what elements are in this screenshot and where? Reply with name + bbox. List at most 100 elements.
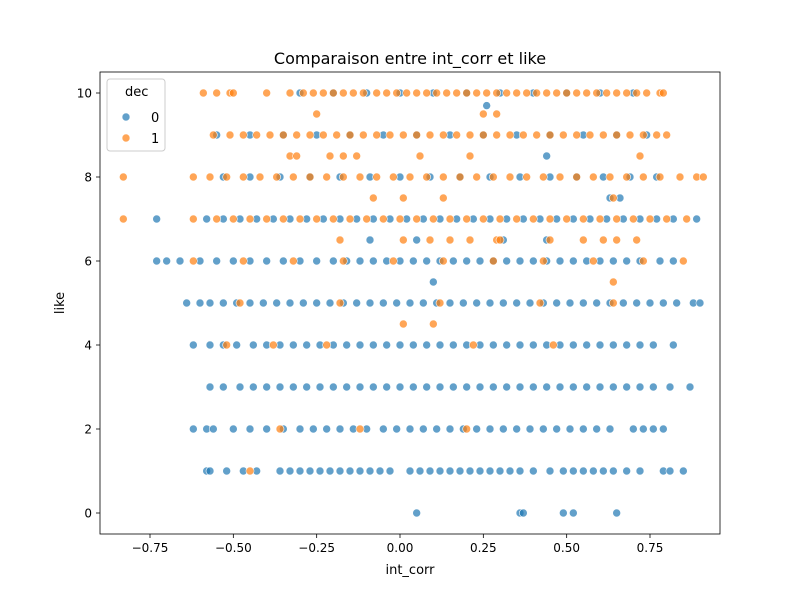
point-series-0 [565, 298, 575, 308]
point-series-1 [429, 214, 438, 224]
point-series-1 [602, 88, 611, 98]
point-series-0 [669, 256, 678, 266]
point-series-1 [425, 235, 435, 245]
point-series-0 [289, 382, 298, 392]
point-series-1 [599, 130, 608, 140]
point-series-1 [495, 214, 505, 224]
point-series-1 [462, 214, 471, 224]
point-series-1 [589, 256, 598, 266]
point-series-0 [519, 508, 528, 518]
point-series-0 [569, 382, 578, 392]
point-series-0 [565, 424, 575, 434]
point-series-0 [205, 466, 215, 476]
point-series-0 [325, 466, 335, 476]
point-series-1 [572, 130, 581, 140]
point-series-1 [399, 193, 408, 203]
point-series-0 [665, 466, 675, 476]
point-series-0 [259, 298, 268, 308]
point-series-1 [542, 88, 551, 98]
point-series-1 [562, 88, 571, 98]
point-series-0 [485, 424, 495, 434]
point-series-0 [629, 424, 638, 434]
point-series-0 [445, 424, 455, 434]
point-series-1 [212, 214, 221, 224]
point-series-0 [685, 382, 695, 392]
point-series-1 [559, 130, 568, 140]
point-series-0 [232, 340, 241, 350]
point-series-0 [365, 466, 375, 476]
legend-label-1: 1 [151, 132, 159, 147]
point-series-0 [275, 466, 285, 476]
point-series-0 [515, 466, 525, 476]
point-series-1 [292, 151, 301, 161]
point-series-1 [205, 172, 215, 182]
point-series-1 [429, 319, 438, 329]
point-series-0 [325, 298, 335, 308]
point-series-0 [639, 424, 648, 434]
point-series-0 [695, 298, 705, 308]
point-series-1 [309, 88, 318, 98]
point-series-0 [412, 235, 421, 245]
point-series-0 [582, 382, 591, 392]
point-series-0 [205, 340, 215, 350]
point-series-0 [529, 256, 538, 266]
point-series-1 [465, 151, 475, 161]
point-series-1 [502, 88, 511, 98]
point-series-0 [512, 424, 521, 434]
y-ticks: 0 2 4 6 8 10 [77, 87, 100, 521]
point-series-0 [382, 340, 391, 350]
point-series-1 [549, 340, 558, 350]
point-series-1 [609, 277, 618, 287]
point-series-1 [402, 88, 411, 98]
point-series-1 [532, 130, 541, 140]
point-series-0 [182, 298, 191, 308]
point-series-1 [415, 151, 425, 161]
point-series-1 [465, 130, 475, 140]
point-series-1 [245, 214, 255, 224]
point-series-0 [329, 382, 338, 392]
point-series-0 [612, 508, 621, 518]
point-series-0 [322, 424, 331, 434]
point-series-1 [239, 172, 248, 182]
point-series-1 [399, 235, 408, 245]
point-series-1 [472, 88, 481, 98]
point-series-1 [572, 172, 581, 182]
point-series-1 [229, 88, 238, 98]
point-series-1 [622, 172, 631, 182]
point-series-0 [219, 382, 228, 392]
point-series-0 [599, 466, 608, 476]
point-series-0 [305, 466, 315, 476]
point-series-0 [285, 298, 295, 308]
point-series-1 [312, 109, 321, 119]
point-series-0 [635, 382, 645, 392]
point-series-0 [312, 298, 321, 308]
point-series-0 [369, 256, 378, 266]
x-tick-label: 0.50 [553, 541, 580, 555]
point-series-1 [312, 214, 321, 224]
point-series-1 [382, 88, 391, 98]
x-tick-label: 0.75 [637, 541, 664, 555]
point-series-0 [202, 214, 211, 224]
point-series-0 [395, 340, 405, 350]
point-series-0 [669, 340, 678, 350]
point-series-0 [552, 298, 561, 308]
point-series-0 [569, 256, 578, 266]
point-series-1 [392, 88, 401, 98]
point-series-1 [352, 151, 361, 161]
point-series-1 [412, 214, 421, 224]
point-series-1 [632, 88, 641, 98]
point-series-1 [532, 88, 541, 98]
point-series-0 [545, 466, 555, 476]
point-series-1 [329, 88, 338, 98]
point-series-1 [662, 214, 671, 224]
point-series-1 [319, 130, 328, 140]
point-series-0 [205, 298, 215, 308]
point-series-1 [285, 88, 295, 98]
point-series-0 [209, 424, 218, 434]
point-series-0 [355, 256, 365, 266]
point-series-0 [365, 298, 375, 308]
point-series-1 [539, 256, 548, 266]
point-series-1 [355, 424, 365, 434]
point-series-1 [425, 130, 435, 140]
point-series-1 [625, 130, 635, 140]
